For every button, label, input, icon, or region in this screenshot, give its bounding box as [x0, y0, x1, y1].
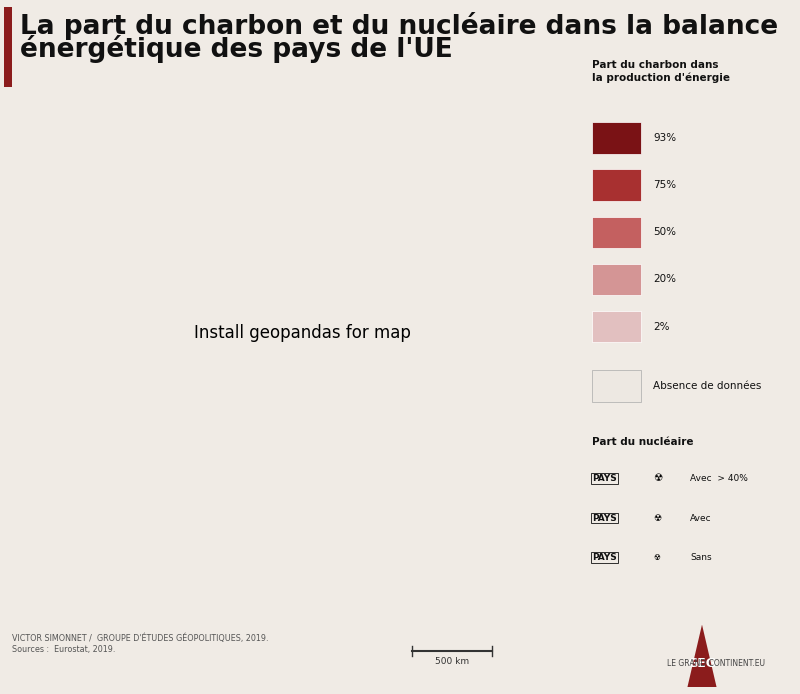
Text: Part du nucléaire: Part du nucléaire: [592, 437, 694, 447]
Text: 2%: 2%: [654, 321, 670, 332]
Text: 75%: 75%: [654, 180, 676, 190]
Text: Part du charbon dans
la production d'énergie: Part du charbon dans la production d'éne…: [592, 60, 730, 83]
FancyBboxPatch shape: [592, 370, 641, 402]
FancyBboxPatch shape: [592, 217, 641, 248]
Text: 93%: 93%: [654, 133, 676, 143]
Text: GEG: GEG: [687, 657, 717, 670]
Text: 50%: 50%: [654, 228, 676, 237]
Text: énergétique des pays de l'UE: énergétique des pays de l'UE: [20, 35, 453, 62]
FancyBboxPatch shape: [592, 169, 641, 201]
Text: LE GRAND CONTINENT.EU: LE GRAND CONTINENT.EU: [667, 659, 765, 668]
Polygon shape: [687, 625, 717, 687]
Text: VICTOR SIMONNET /  GROUPE D'ÉTUDES GÉOPOLITIQUES, 2019.
Sources :  Eurostat, 201: VICTOR SIMONNET / GROUPE D'ÉTUDES GÉOPOL…: [12, 634, 269, 654]
Text: 20%: 20%: [654, 274, 676, 285]
Text: PAYS: PAYS: [592, 553, 617, 562]
Text: Install geopandas for map: Install geopandas for map: [194, 324, 410, 342]
Text: PAYS: PAYS: [592, 514, 617, 523]
Text: Avec: Avec: [690, 514, 711, 523]
Text: ☢: ☢: [654, 473, 662, 483]
Text: Avec  > 40%: Avec > 40%: [690, 474, 748, 482]
Text: 500 km: 500 km: [435, 657, 469, 666]
Text: ☢: ☢: [654, 553, 660, 562]
Text: La part du charbon et du nucléaire dans la balance: La part du charbon et du nucléaire dans …: [20, 12, 778, 40]
FancyBboxPatch shape: [592, 122, 641, 154]
FancyBboxPatch shape: [592, 311, 641, 342]
Text: ☢: ☢: [654, 514, 662, 523]
Text: PAYS: PAYS: [592, 474, 617, 482]
Text: Absence de données: Absence de données: [654, 381, 762, 391]
FancyBboxPatch shape: [592, 264, 641, 295]
Text: Sans: Sans: [690, 553, 711, 562]
